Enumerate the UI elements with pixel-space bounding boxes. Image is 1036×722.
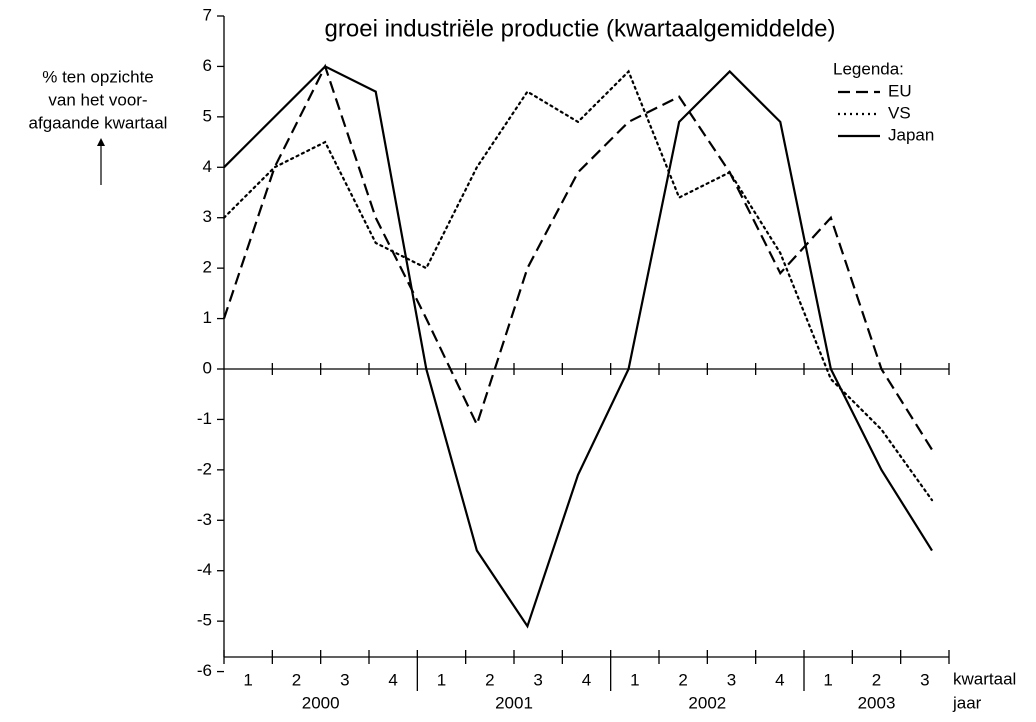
year-label: 2002 bbox=[688, 693, 726, 712]
x-tick-label: 1 bbox=[823, 670, 832, 689]
y-tick-label: 7 bbox=[203, 5, 212, 24]
y-tick-label: 1 bbox=[203, 308, 212, 327]
chart-title: groei industriële productie (kwartaalgem… bbox=[325, 15, 836, 42]
legend-label: VS bbox=[888, 103, 911, 122]
x-tick-label: 4 bbox=[582, 670, 591, 689]
y-tick-label: -3 bbox=[197, 510, 212, 529]
x-tick-label: 4 bbox=[775, 670, 784, 689]
y-tick-label: 0 bbox=[203, 358, 212, 377]
arrow-head bbox=[97, 138, 105, 146]
x-tick-label: 2 bbox=[872, 670, 881, 689]
y-label: % ten opzichte bbox=[42, 67, 154, 86]
y-tick-label: 3 bbox=[203, 207, 212, 226]
year-label: 2003 bbox=[858, 693, 896, 712]
x-tick-label: 3 bbox=[727, 670, 736, 689]
x-tick-label: 4 bbox=[388, 670, 397, 689]
year-label: 2001 bbox=[495, 693, 533, 712]
y-tick-label: 2 bbox=[203, 258, 212, 277]
series-line bbox=[222, 69, 934, 502]
legend-label: EU bbox=[888, 81, 912, 100]
legend-title: Legenda: bbox=[833, 59, 904, 78]
y-tick-label: -4 bbox=[197, 560, 212, 579]
x-tick-label: 2 bbox=[485, 670, 494, 689]
y-tick-label: 5 bbox=[203, 106, 212, 125]
x-tick-label: 2 bbox=[678, 670, 687, 689]
x-tick-label: 1 bbox=[437, 670, 446, 689]
x-tick-label: 3 bbox=[920, 670, 929, 689]
x-label: kwartaal bbox=[953, 669, 1016, 688]
x-tick-label: 1 bbox=[243, 670, 252, 689]
y-tick-label: 4 bbox=[203, 157, 212, 176]
x-tick-label: 1 bbox=[630, 670, 639, 689]
y-tick-label: 6 bbox=[203, 56, 212, 75]
y-tick-label: -1 bbox=[197, 409, 212, 428]
x-tick-label: 3 bbox=[533, 670, 542, 689]
x-tick-label: 2 bbox=[292, 670, 301, 689]
year-label: jaar bbox=[952, 693, 982, 712]
y-tick-label: -5 bbox=[197, 611, 212, 630]
y-tick-label: -6 bbox=[197, 661, 212, 680]
y-label: van het voor- bbox=[48, 90, 147, 109]
y-tick-label: -2 bbox=[197, 459, 212, 478]
series-line bbox=[222, 63, 933, 451]
year-label: 2000 bbox=[302, 693, 340, 712]
x-tick-label: 3 bbox=[340, 670, 349, 689]
y-label: afgaande kwartaal bbox=[29, 113, 168, 132]
series-line bbox=[223, 65, 933, 629]
legend-label: Japan bbox=[888, 125, 934, 144]
